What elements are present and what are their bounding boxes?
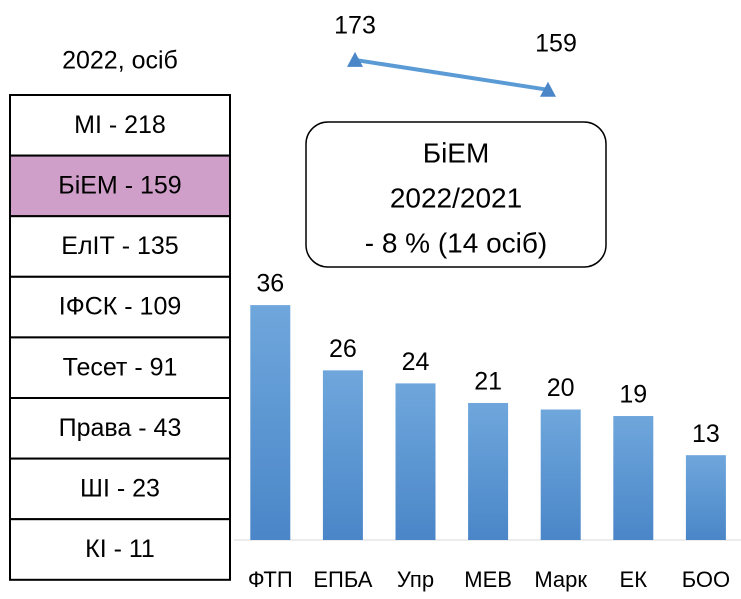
marker bbox=[347, 51, 363, 67]
data-label: 24 bbox=[402, 348, 430, 376]
data-label: 159 bbox=[535, 29, 577, 57]
data-label: 13 bbox=[692, 420, 720, 448]
data-label: 173 bbox=[334, 12, 376, 40]
table-cell bbox=[9, 518, 231, 581]
table-row: Права - 43 bbox=[59, 414, 182, 442]
annotation: - 8 % (14 осіб) bbox=[365, 227, 548, 258]
bar bbox=[322, 370, 363, 540]
bar bbox=[685, 455, 726, 540]
x-tick-label: БОО bbox=[682, 567, 730, 592]
table-row: Тесет - 91 bbox=[63, 353, 178, 381]
table-row: ІФСК - 109 bbox=[59, 293, 182, 321]
table-cell bbox=[9, 457, 231, 521]
table-cell bbox=[9, 94, 231, 157]
x-tick-label: ЕПБА bbox=[313, 567, 372, 592]
data-label: 19 bbox=[619, 381, 647, 409]
x-tick-label: ФТП bbox=[248, 567, 293, 592]
data-label: 21 bbox=[474, 368, 502, 396]
bar bbox=[468, 402, 509, 540]
line bbox=[354, 57, 549, 92]
x-tick-label: ЕК bbox=[620, 567, 648, 592]
table-row: КІ - 11 bbox=[85, 535, 155, 563]
table-cell bbox=[9, 154, 231, 218]
bar bbox=[395, 383, 436, 540]
x-tick-label: МЕВ bbox=[464, 567, 512, 592]
table-row: ЕлІТ - 135 bbox=[61, 232, 178, 260]
annotation-box bbox=[305, 121, 607, 268]
annotation: 2022/2021 bbox=[390, 182, 522, 213]
annotation: БіЕМ bbox=[423, 137, 490, 168]
marker bbox=[540, 81, 556, 97]
x-tick-label: Марк bbox=[534, 567, 587, 592]
x-tick-label: Упр bbox=[397, 567, 434, 592]
bar bbox=[540, 409, 581, 540]
bar bbox=[250, 305, 291, 540]
table-title: 2022, осіб bbox=[62, 47, 178, 75]
bar bbox=[613, 416, 654, 540]
table-row: ШІ - 23 bbox=[80, 475, 160, 503]
data-label: 20 bbox=[547, 374, 575, 402]
data-label: 36 bbox=[256, 270, 284, 298]
data-label: 26 bbox=[329, 335, 357, 363]
table-row: БіЕМ - 159 bbox=[58, 172, 181, 200]
table-cell bbox=[9, 215, 231, 278]
table-row: МІ - 218 bbox=[74, 111, 166, 139]
